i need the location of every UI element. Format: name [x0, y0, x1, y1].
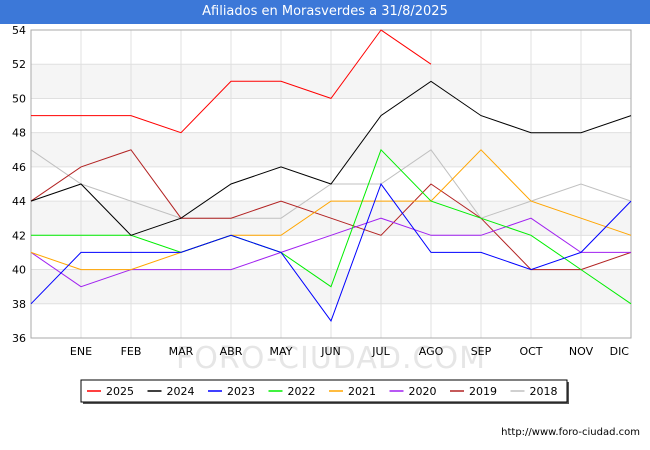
- chart-title: Afiliados en Morasverdes a 31/8/2025: [202, 4, 448, 19]
- plot-frame: [30, 29, 632, 339]
- x-tick-label: AGO: [419, 345, 444, 358]
- y-tick-label: 52: [12, 58, 26, 71]
- title-bar: [0, 0, 650, 24]
- series-line-2024: [30, 80, 632, 236]
- x-tick-label: MAR: [169, 345, 194, 358]
- y-tick-label: 44: [12, 195, 26, 208]
- legend: 2025 2024 2023 2022 2021 2020 2019 2018: [80, 379, 569, 404]
- series-lines: [30, 29, 632, 322]
- legend-label-2022: 2022: [288, 385, 316, 398]
- legend-label-2020: 2020: [409, 385, 437, 398]
- x-tick-label: ENE: [70, 345, 92, 358]
- series-line-2021: [30, 149, 632, 271]
- legend-label-2021: 2021: [348, 385, 376, 398]
- legend-label-2018: 2018: [530, 385, 558, 398]
- legend-label-2025: 2025: [106, 385, 134, 398]
- y-tick-label: 48: [12, 127, 26, 140]
- y-axis: 36 38 40 42 44 46 48 50 52 54: [12, 24, 26, 345]
- x-tick-label: OCT: [519, 345, 542, 358]
- source-url: http://www.foro-ciudad.com: [501, 427, 640, 438]
- series-line-2023: [30, 182, 632, 322]
- legend-label-2024: 2024: [167, 385, 195, 398]
- y-tick-label: 42: [12, 229, 26, 242]
- legend-box: [80, 379, 568, 403]
- y-tick-label: 50: [12, 92, 26, 105]
- watermark: FORO-CIUDAD.COM: [176, 341, 486, 376]
- x-tick-label: JUN: [320, 345, 341, 358]
- x-tick-label: NOV: [569, 345, 594, 358]
- legend-label-2023: 2023: [227, 385, 255, 398]
- y-tick-label: 38: [12, 298, 26, 311]
- x-tick-label: DIC: [610, 345, 630, 358]
- y-tick-label: 40: [12, 264, 26, 277]
- x-tick-label: JUL: [371, 345, 390, 358]
- y-tick-label: 36: [12, 332, 26, 345]
- y-tick-label: 54: [12, 24, 26, 37]
- x-axis: ENE FEB MAR ABR MAY JUN JUL AGO SEP OCT NOV DIC: [70, 345, 629, 358]
- x-tick-label: MAY: [270, 345, 293, 358]
- legend-label-2019: 2019: [469, 385, 497, 398]
- y-tick-label: 46: [12, 161, 26, 174]
- x-tick-label: ABR: [220, 345, 243, 358]
- x-tick-label: FEB: [121, 345, 142, 358]
- x-tick-label: SEP: [471, 345, 492, 358]
- series-line-2025: [31, 29, 432, 134]
